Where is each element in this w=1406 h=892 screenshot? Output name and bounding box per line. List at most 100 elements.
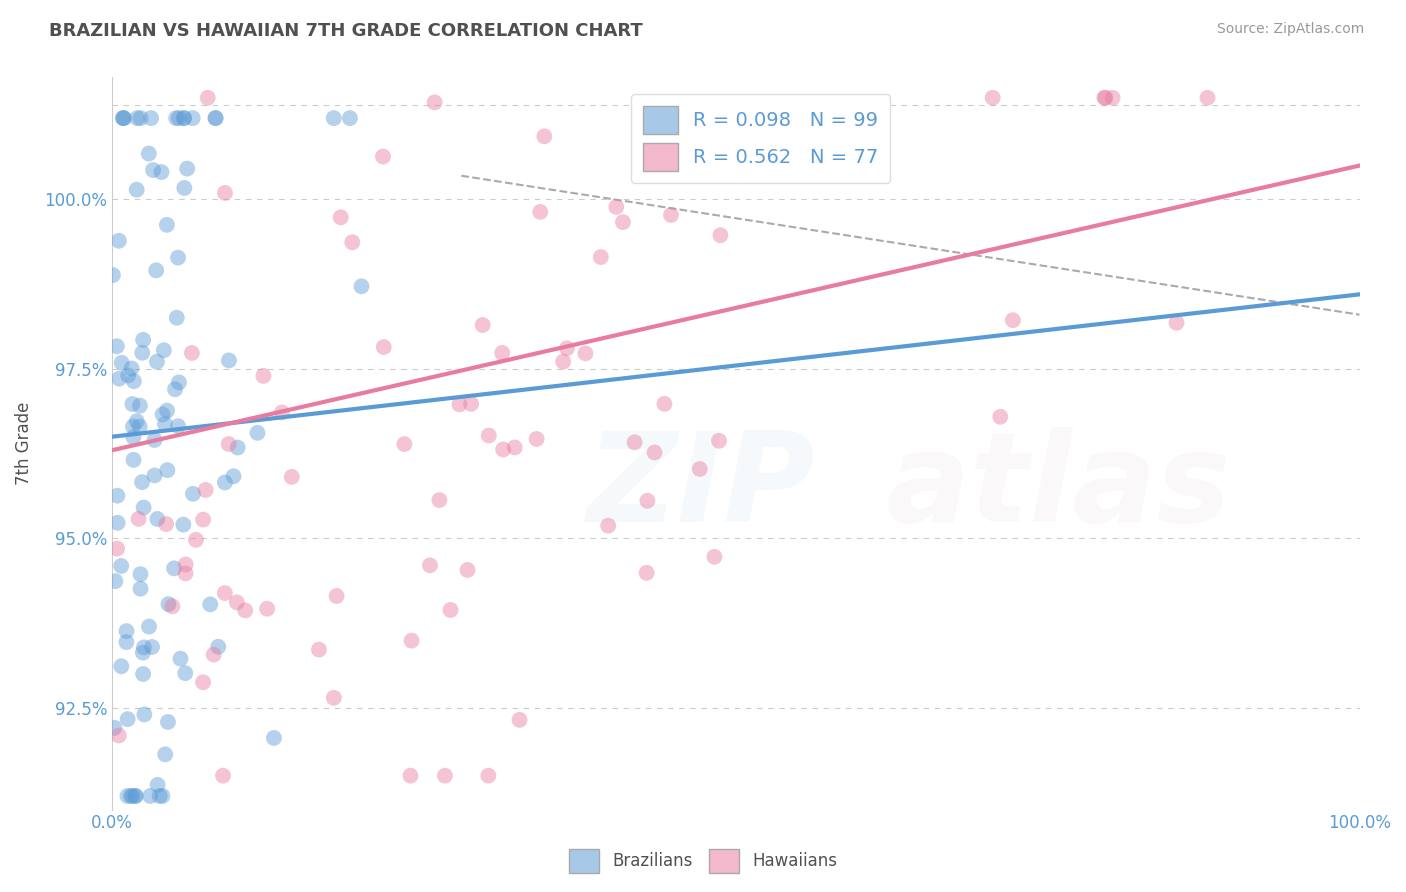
Point	[142, 163, 165, 178]
Point	[689, 462, 711, 476]
Text: Source: ZipAtlas.com: Source: ZipAtlas.com	[1216, 22, 1364, 37]
Point	[125, 414, 148, 428]
Point	[226, 441, 249, 455]
Point	[156, 218, 179, 232]
Point	[103, 721, 125, 735]
Point	[478, 428, 501, 442]
Point	[988, 409, 1011, 424]
Point	[169, 651, 191, 665]
Point	[322, 111, 344, 125]
Point	[112, 111, 135, 125]
Point	[105, 339, 128, 353]
Point	[141, 640, 163, 654]
Point	[139, 111, 162, 125]
Point	[703, 549, 725, 564]
Point	[110, 659, 132, 673]
Point	[612, 215, 634, 229]
Point	[117, 789, 139, 803]
Point	[156, 463, 179, 477]
Point	[322, 690, 344, 705]
Point	[132, 667, 155, 681]
Point	[152, 408, 174, 422]
Point	[214, 586, 236, 600]
Point	[174, 558, 197, 572]
Point	[129, 399, 152, 413]
Point	[471, 318, 494, 332]
Point	[339, 111, 361, 125]
Point	[167, 376, 190, 390]
Point	[526, 432, 548, 446]
Point	[1166, 316, 1188, 330]
Point	[1001, 313, 1024, 327]
Point	[509, 713, 531, 727]
Point	[350, 279, 373, 293]
Point	[132, 333, 155, 347]
Point	[477, 769, 499, 783]
Point	[132, 640, 155, 655]
Point	[162, 599, 184, 614]
Point	[207, 640, 229, 654]
Point	[150, 165, 173, 179]
Point	[204, 111, 226, 125]
Point	[166, 310, 188, 325]
Point	[181, 487, 204, 501]
Point	[174, 566, 197, 581]
Point	[146, 778, 169, 792]
Point	[111, 356, 134, 370]
Point	[129, 111, 152, 125]
Point	[172, 517, 194, 532]
Point	[218, 353, 240, 368]
Point	[122, 453, 145, 467]
Point	[143, 468, 166, 483]
Point	[197, 91, 219, 105]
Point	[222, 469, 245, 483]
Point	[555, 341, 578, 355]
Point	[308, 642, 330, 657]
Point	[214, 475, 236, 490]
Point	[104, 574, 127, 589]
Point	[371, 150, 394, 164]
Point	[256, 601, 278, 615]
Point	[423, 95, 446, 110]
Point	[156, 403, 179, 417]
Point	[270, 405, 292, 419]
Point	[128, 419, 150, 434]
Point	[139, 789, 162, 803]
Point	[246, 425, 269, 440]
Point	[636, 566, 658, 580]
Point	[167, 419, 190, 434]
Point	[589, 250, 612, 264]
Point	[125, 183, 148, 197]
Point	[115, 624, 138, 639]
Point	[460, 397, 482, 411]
Point	[325, 589, 347, 603]
Point	[225, 595, 247, 609]
Point	[173, 181, 195, 195]
Point	[121, 361, 143, 376]
Point	[121, 789, 143, 803]
Point	[533, 129, 555, 144]
Point	[101, 268, 124, 282]
Point	[342, 235, 364, 250]
Point	[122, 430, 145, 444]
Point	[112, 111, 135, 125]
Point	[1092, 91, 1115, 105]
Point	[263, 731, 285, 745]
Point	[131, 345, 153, 359]
Point	[529, 205, 551, 219]
Point	[174, 666, 197, 681]
Point	[167, 251, 190, 265]
Point	[191, 675, 214, 690]
Point	[124, 789, 146, 803]
Point	[155, 517, 177, 532]
Point	[1197, 91, 1219, 105]
Point	[146, 512, 169, 526]
Legend: R = 0.098   N = 99, R = 0.562   N = 77: R = 0.098 N = 99, R = 0.562 N = 77	[631, 95, 890, 183]
Point	[394, 437, 416, 451]
Point	[138, 619, 160, 633]
Y-axis label: 7th Grade: 7th Grade	[15, 401, 32, 485]
Point	[117, 712, 139, 726]
Point	[129, 567, 152, 582]
Point	[145, 263, 167, 277]
Point	[491, 346, 513, 360]
